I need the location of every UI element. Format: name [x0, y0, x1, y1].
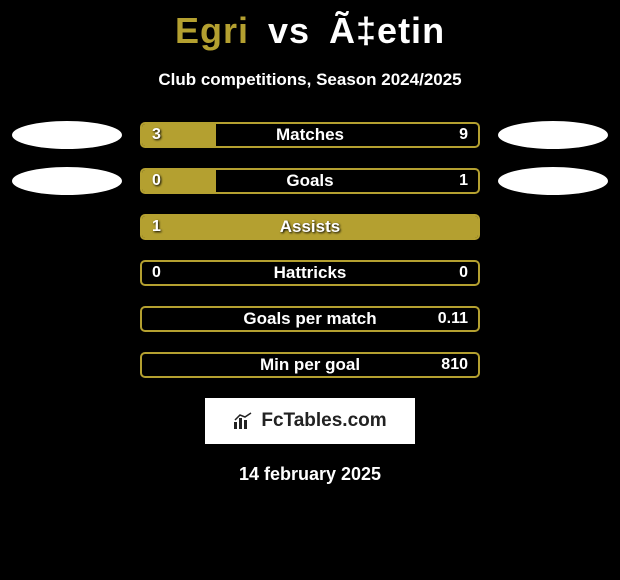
stat-row: 0Hattricks0 — [0, 260, 620, 286]
stat-value-right: 810 — [441, 354, 468, 376]
comparison-title: Egri vs Ã‡etin — [0, 0, 620, 52]
stat-bar: 3Matches9 — [140, 122, 480, 148]
stat-row: 0Goals1 — [0, 168, 620, 194]
stat-label: Assists — [142, 216, 478, 238]
stat-row: Goals per match0.11 — [0, 306, 620, 332]
player1-badge — [12, 167, 122, 195]
stat-bar: Min per goal810 — [140, 352, 480, 378]
stat-label: Hattricks — [142, 262, 478, 284]
logo-text: FcTables.com — [261, 410, 386, 432]
player1-badge — [12, 121, 122, 149]
subtitle: Club competitions, Season 2024/2025 — [0, 70, 620, 90]
stat-value-right: 0 — [459, 262, 468, 284]
player1-name: Egri — [175, 10, 249, 51]
vs-label: vs — [268, 10, 310, 51]
stat-value-right: 9 — [459, 124, 468, 146]
stat-bar: 1Assists — [140, 214, 480, 240]
stat-row: 1Assists — [0, 214, 620, 240]
chart-icon — [233, 412, 255, 430]
stat-row: Min per goal810 — [0, 352, 620, 378]
fctables-logo[interactable]: FcTables.com — [205, 398, 415, 444]
date-label: 14 february 2025 — [0, 464, 620, 485]
stat-value-right: 0.11 — [438, 308, 468, 330]
player2-badge — [498, 167, 608, 195]
player2-name: Ã‡etin — [329, 10, 445, 51]
stat-value-right: 1 — [459, 170, 468, 192]
stat-bar: 0Goals1 — [140, 168, 480, 194]
stat-label: Goals — [142, 170, 478, 192]
stat-label: Goals per match — [142, 308, 478, 330]
stat-bar: 0Hattricks0 — [140, 260, 480, 286]
stat-label: Matches — [142, 124, 478, 146]
stat-bar: Goals per match0.11 — [140, 306, 480, 332]
player2-badge — [498, 121, 608, 149]
stat-label: Min per goal — [142, 354, 478, 376]
stat-row: 3Matches9 — [0, 122, 620, 148]
stats-container: 3Matches90Goals11Assists0Hattricks0Goals… — [0, 122, 620, 378]
